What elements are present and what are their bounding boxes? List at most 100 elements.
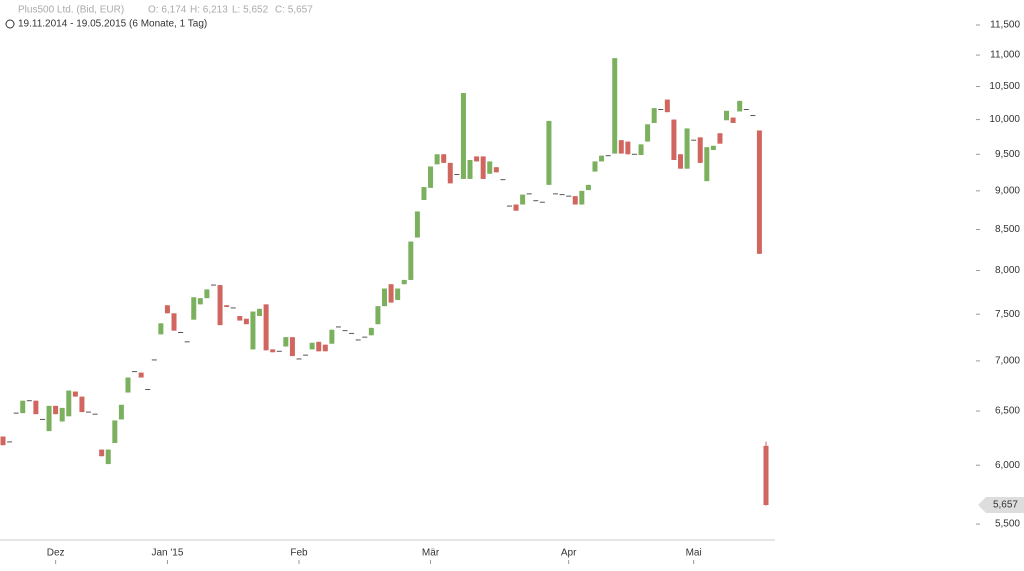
candle-body	[99, 449, 105, 457]
candle-body	[612, 58, 618, 154]
candle-body	[408, 241, 414, 280]
candle-body	[730, 117, 736, 123]
candle-body	[237, 316, 243, 321]
y-tick-label: 11,000	[990, 50, 1020, 61]
ohlc-open: O: 6,174	[148, 5, 187, 16]
candle-body	[309, 342, 315, 350]
x-tick-label: Mai	[686, 548, 702, 559]
candle-body	[388, 284, 394, 303]
candle-body	[460, 93, 466, 179]
candle-body	[493, 167, 499, 173]
candle-body	[257, 308, 263, 317]
candle-body	[329, 329, 335, 344]
candle-body	[105, 449, 111, 465]
candle-body	[717, 133, 723, 144]
clock-icon	[5, 19, 15, 29]
candle-body	[53, 405, 59, 415]
candle-body	[579, 190, 585, 205]
candle-body	[671, 119, 677, 160]
y-tick-label: 8,000	[995, 265, 1020, 276]
candle-body	[756, 130, 762, 254]
last-price-tag	[978, 497, 1024, 514]
candle-body	[395, 288, 401, 300]
last-price-label: 5,657	[993, 500, 1018, 511]
candle-body	[0, 436, 6, 446]
candle-body	[572, 196, 578, 205]
candle-body	[684, 128, 690, 169]
candle-body	[677, 154, 683, 169]
candle-body	[697, 137, 703, 163]
candle-body	[480, 156, 486, 179]
candle-body	[447, 162, 453, 184]
candle-body	[33, 400, 39, 415]
candle-body	[204, 289, 210, 299]
candle-body	[197, 298, 203, 305]
candle-body	[263, 304, 269, 351]
candle-body	[375, 306, 381, 325]
candle-body	[546, 120, 552, 185]
candle-body	[250, 311, 256, 350]
candle-body	[441, 154, 447, 163]
candle-body	[138, 372, 144, 378]
candle-body	[158, 323, 164, 335]
candle-body	[191, 297, 197, 320]
candle-body	[645, 124, 651, 142]
candle-body	[164, 305, 170, 314]
candle-body	[434, 154, 440, 165]
y-tick-label: 11,500	[990, 20, 1020, 31]
candle-body	[467, 159, 473, 179]
candle-body	[368, 327, 374, 336]
candle-body	[704, 147, 710, 182]
candle-body	[401, 279, 407, 285]
candle-body	[520, 194, 526, 205]
candle-body	[618, 140, 624, 154]
candle-body	[79, 396, 85, 413]
candle-body	[112, 420, 118, 444]
candle-body	[72, 391, 78, 397]
candle-body	[487, 161, 493, 174]
candle-body	[474, 156, 480, 162]
candle-body	[289, 337, 295, 357]
candle-body	[638, 144, 644, 155]
candle-body	[421, 187, 427, 200]
candle-body	[664, 99, 670, 113]
date-range: 19.11.2014 - 19.05.2015 (6 Monate, 1 Tag…	[18, 19, 207, 30]
y-tick-label: 7,000	[995, 356, 1020, 367]
y-tick-label: 10,500	[989, 81, 1020, 92]
candle-body	[270, 349, 276, 353]
candle-body	[171, 313, 177, 331]
y-tick-label: 6,500	[995, 406, 1020, 417]
candle-body	[59, 407, 65, 422]
y-tick-label: 8,500	[995, 224, 1020, 235]
candle-body	[20, 400, 26, 414]
candle-body	[118, 404, 124, 420]
ohlc-low: L: 5,652	[232, 5, 269, 16]
y-tick-label: 7,500	[995, 309, 1020, 320]
candle-body	[243, 318, 249, 325]
candle-body	[322, 344, 328, 352]
candle-body	[599, 155, 605, 162]
candle-body	[224, 305, 230, 308]
x-tick-label: Dez	[47, 548, 65, 559]
x-tick-label: Apr	[561, 548, 577, 559]
x-tick-label: Feb	[290, 548, 308, 559]
candle-body	[283, 337, 289, 347]
ohlc-high: H: 6,213	[190, 5, 228, 16]
candle-body	[414, 211, 420, 238]
candle-body	[382, 288, 387, 307]
y-tick-label: 9,000	[995, 185, 1020, 196]
y-tick-label: 5,500	[995, 519, 1020, 530]
y-tick-label: 9,500	[995, 149, 1020, 160]
x-tick-label: Jan '15	[151, 548, 183, 559]
candle-body	[625, 141, 631, 155]
candle-body	[428, 166, 434, 188]
candle-body	[316, 341, 322, 352]
candle-body	[592, 161, 598, 172]
candle-body	[710, 145, 716, 151]
candle-body	[46, 405, 52, 432]
y-tick-label: 10,000	[989, 114, 1020, 125]
candle-body	[651, 108, 657, 123]
instrument-title: Plus500 Ltd. (Bid, EUR)	[18, 5, 124, 16]
candle-body	[66, 390, 72, 417]
